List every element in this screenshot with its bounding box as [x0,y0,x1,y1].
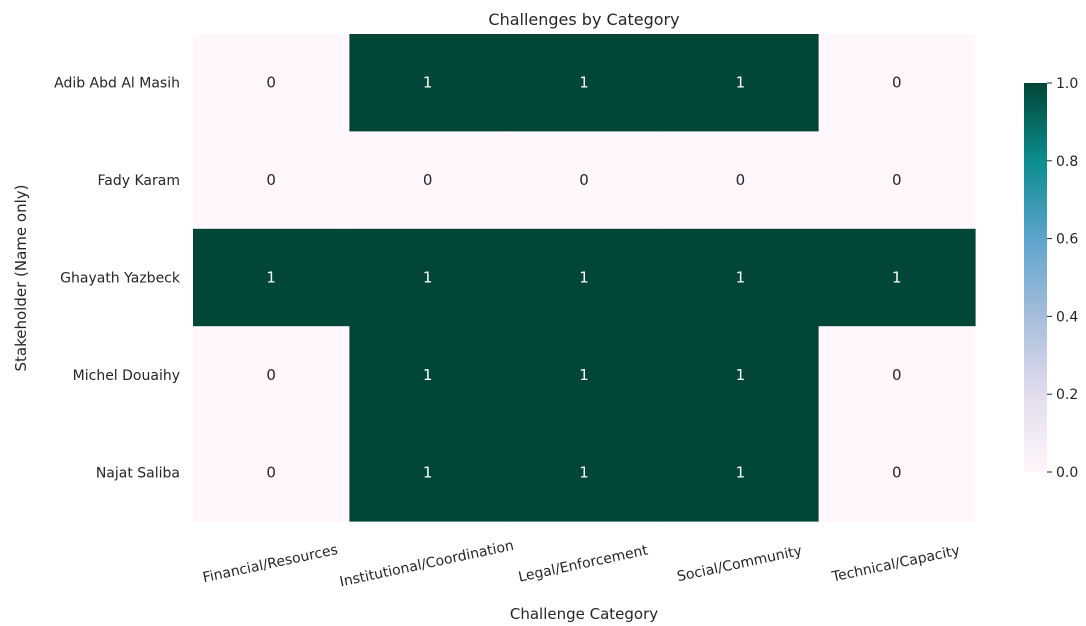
heatmap-cell [662,326,820,425]
cell-value-label: 1 [423,269,433,287]
cell-value-label: 1 [892,269,902,287]
cell-value-label: 1 [266,269,276,287]
y-axis-label: Stakeholder (Name only) [12,185,30,372]
heatmap-cell [662,34,820,132]
colorbar-tick-label: 1.0 [1056,76,1078,92]
colorbar-tick-label: 0.0 [1056,465,1078,481]
x-tick-label: Financial/Resources [201,542,339,586]
cell-value-label: 0 [892,74,902,92]
heatmap-cell [349,131,507,230]
y-tick-label: Fady Karam [98,173,180,189]
heatmap-cell [818,131,976,230]
x-tick-label: Social/Community [676,543,804,585]
heatmap-cell [818,326,976,425]
heatmap-cell [662,423,820,522]
heatmap-cell [505,326,663,425]
heatmap-cell [349,326,507,425]
x-tick-label: Legal/Enforcement [517,542,650,585]
cell-value-label: 1 [423,366,433,384]
heatmap-cell-labels: 0 1 1 1 0 0 0 0 0 0 1 1 1 1 1 0 1 1 1 0 0 1 1 1 0 [266,74,901,482]
heatmap-cell [662,228,820,327]
x-tick-label: Institutional/Coordination [338,538,515,591]
cell-value-label: 1 [579,269,589,287]
heatmap-cell [193,423,350,522]
heatmap-cell [349,423,507,522]
heatmap-cell [505,423,663,522]
cell-value-label: 0 [579,171,589,189]
colorbar-tick-label: 0.2 [1056,387,1078,403]
cell-value-label: 1 [579,366,589,384]
y-tick-labels: Adib Abd Al Masih Fady Karam Ghayath Yazbe… [54,76,181,482]
colorbar-ticks: 0.0 0.2 0.4 0.6 0.8 1.0 [1047,76,1078,481]
heatmap-cell [818,423,976,522]
heatmap-cell [349,228,507,327]
colorbar-tick-label: 0.8 [1056,154,1078,170]
cell-value-label: 0 [892,171,902,189]
cell-value-label: 1 [579,74,589,92]
heatmap-cell [193,228,350,327]
heatmap-cells [193,34,976,522]
heatmap-cell [349,34,507,132]
cell-value-label: 0 [892,463,902,481]
x-tick-labels: Financial/ResourcesInstitutional/Coordin… [201,538,961,591]
cell-value-label: 0 [736,171,746,189]
colorbar-tick-label: 0.6 [1056,232,1078,248]
heatmap-cell [193,34,350,132]
cell-value-label: 0 [892,366,902,384]
heatmap-cell [193,131,350,230]
heatmap-cell [662,131,820,230]
chart-title: Challenges by Category [488,10,679,29]
y-tick-label: Ghayath Yazbeck [60,271,181,287]
colorbar: 0.0 0.2 0.4 0.6 0.8 1.0 [1024,76,1078,481]
colorbar-gradient [1024,83,1047,472]
cell-value-label: 0 [266,74,276,92]
heatmap-cell [505,131,663,230]
cell-value-label: 1 [736,463,746,481]
y-tick-label: Adib Abd Al Masih [54,76,180,92]
cell-value-label: 1 [736,74,746,92]
cell-value-label: 1 [736,269,746,287]
x-tick-label: Technical/Capacity [830,543,962,586]
heatmap-cell [818,34,976,132]
cell-value-label: 0 [423,171,433,189]
heatmap-cell [505,228,663,327]
colorbar-tick-label: 0.4 [1056,309,1078,325]
cell-value-label: 0 [266,463,276,481]
cell-value-label: 0 [266,171,276,189]
heatmap-cell [505,34,663,132]
cell-value-label: 1 [736,366,746,384]
y-tick-label: Najat Saliba [96,465,180,481]
heatmap-cell [193,326,350,425]
cell-value-label: 1 [423,463,433,481]
y-tick-label: Michel Douaihy [73,368,180,384]
heatmap-cell [818,228,976,327]
cell-value-label: 1 [579,463,589,481]
x-axis-label: Challenge Category [510,605,658,623]
cell-value-label: 1 [423,74,433,92]
cell-value-label: 0 [266,366,276,384]
